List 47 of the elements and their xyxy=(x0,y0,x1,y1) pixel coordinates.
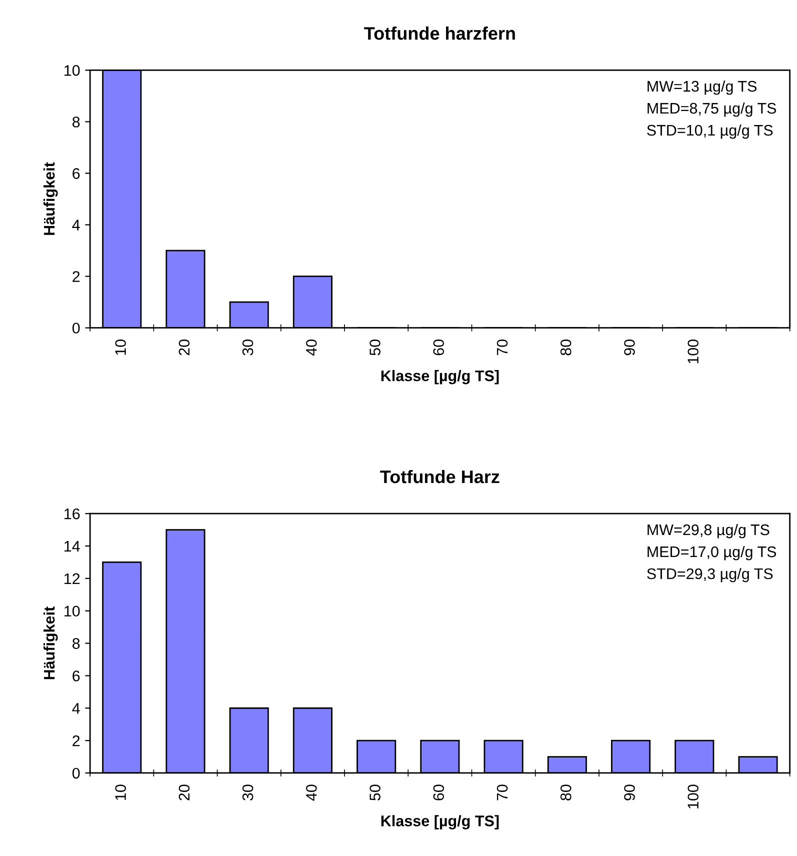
x-tick-label: 90 xyxy=(624,340,635,356)
x-tick-label: 100 xyxy=(688,340,699,364)
x-tick-label: 20 xyxy=(178,340,190,356)
x-axis-title: Klasse [µg/g TS] xyxy=(381,370,499,384)
x-tick-label: 40 xyxy=(306,340,317,356)
x-tick-label: 80 xyxy=(560,784,572,800)
x-tick-label: 50 xyxy=(370,340,380,356)
x-tick-label: 70 xyxy=(496,340,508,356)
y-tick-label: 12 xyxy=(64,573,80,584)
annotation: MW=29,8 µg/g TS xyxy=(648,524,770,538)
x-tick-label: 30 xyxy=(242,340,254,356)
annotation: MED=17,0 µg/g TS xyxy=(648,546,776,560)
x-tick-label: 80 xyxy=(560,340,572,356)
y-tick-label: 6 xyxy=(72,168,80,179)
y-tick-label: 2 xyxy=(72,271,80,282)
chart-title: Totfunde harzfern xyxy=(364,26,515,40)
y-tick-label: 2 xyxy=(72,735,80,746)
y-axis-title: Häufigkeit xyxy=(43,162,58,235)
y-tick-label: 8 xyxy=(72,116,80,128)
x-tick-label: 10 xyxy=(115,784,126,800)
x-tick-label: 60 xyxy=(433,784,444,800)
chart-title: Totfunde Harz xyxy=(380,470,500,484)
y-tick-label: 4 xyxy=(72,220,80,230)
x-tick-label: 70 xyxy=(496,784,508,800)
y-tick-label: 16 xyxy=(64,508,80,520)
annotation: STD=10,1 µg/g TS xyxy=(647,124,773,139)
x-tick-label: 30 xyxy=(242,784,254,800)
y-axis-title: Häufigkeit xyxy=(43,606,58,680)
y-tick-label: 10 xyxy=(64,606,80,617)
annotation: STD=29,3 µg/g TS xyxy=(647,568,773,582)
x-tick-label: 90 xyxy=(624,784,635,800)
y-tick-label: 6 xyxy=(72,670,80,682)
x-tick-label: 20 xyxy=(178,784,190,800)
y-tick-label: 8 xyxy=(72,638,80,649)
y-tick-label: 0 xyxy=(72,322,80,334)
y-tick-label: 10 xyxy=(64,65,80,76)
y-tick-label: 0 xyxy=(72,768,80,779)
x-tick-label: 60 xyxy=(433,340,444,356)
annotation: MED=8,75 µg/g TS xyxy=(648,102,776,117)
x-axis-title: Klasse [µg/g TS] xyxy=(381,815,499,830)
y-tick-label: 14 xyxy=(64,541,80,552)
x-tick-label: 50 xyxy=(370,784,380,800)
x-tick-label: 40 xyxy=(306,784,317,801)
x-tick-label: 10 xyxy=(115,340,126,355)
annotation: MW=13 µg/g TS xyxy=(648,80,757,95)
x-tick-label: 100 xyxy=(688,784,699,808)
y-tick-label: 4 xyxy=(72,703,80,714)
